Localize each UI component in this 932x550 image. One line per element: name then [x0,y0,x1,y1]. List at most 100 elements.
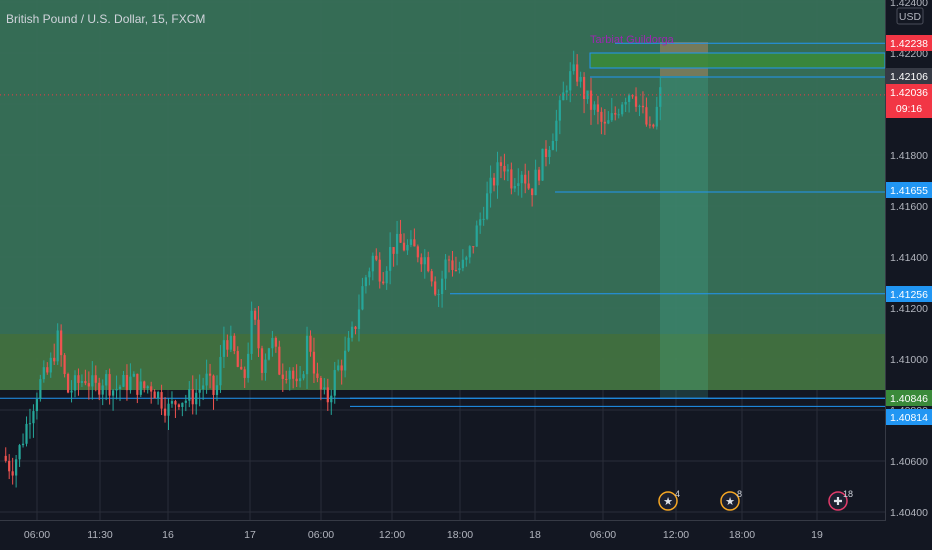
price-tick: 1.40400 [890,507,928,519]
currency-button[interactable] [896,7,924,25]
candle-body [350,326,354,338]
candle-body [648,124,651,126]
candle-body [236,351,239,367]
candle-body [395,233,399,254]
candle-body [347,337,350,351]
candle-body [111,390,115,396]
candle-body [486,193,489,219]
candle-body [253,310,257,320]
candle-body [302,374,305,379]
candle-body [105,374,108,386]
candle-body [440,278,444,295]
candle-body [475,225,478,247]
candle-body [641,105,645,108]
candle-body [49,357,52,373]
candle-body [101,385,104,395]
candle-body [551,140,555,150]
candle-body [402,242,406,251]
drawing-label[interactable]: Tarbiat Guildorga [590,34,675,46]
candle-body [84,381,87,384]
candle-body [87,383,90,387]
horizontal-levels[interactable] [0,42,885,407]
candle-body [53,357,56,362]
candle-body [600,111,603,122]
candle-body [222,340,226,357]
candle-body [229,335,232,350]
candle-body [634,96,638,107]
candle-body [212,375,215,395]
candle-body [510,169,513,189]
candle-body [555,120,558,141]
high-rectangle[interactable] [589,52,886,69]
candle-body [319,377,322,390]
candle-body [537,169,541,181]
candle-body [340,365,343,371]
candle-body [295,378,298,382]
time-axis[interactable] [0,521,886,550]
candle-body [579,76,582,82]
event-marker-1[interactable]: ★ 4 [658,489,680,511]
candle-body [541,148,544,181]
candle-body [565,90,568,93]
candle-body [202,385,205,390]
candle-body [177,404,180,407]
candle-body [420,257,423,265]
svg-text:1.41655: 1.41655 [890,185,928,197]
candle-body [278,346,281,375]
svg-text:1.42036: 1.42036 [890,87,928,99]
event-marker-2[interactable]: ★ 8 [720,489,742,511]
candle-body [357,309,361,329]
candle-body [18,445,21,460]
candle-body [150,386,153,392]
candle-body [361,286,364,310]
candle-body [167,403,170,416]
candle-body [129,376,132,391]
event-marker-3[interactable]: ✚ 18 [828,489,853,511]
candle-body [91,375,94,387]
candle-body [312,351,316,374]
candle-body [406,244,409,251]
time-tick: 12:00 [379,529,405,541]
price-tick: 1.41800 [890,150,928,162]
candle-body [430,271,433,282]
candle-body [21,443,25,446]
svg-text:1.40814: 1.40814 [890,412,928,424]
candle-body [513,186,516,189]
candle-body [191,389,194,405]
candle-body [659,87,662,107]
time-tick: 19 [811,529,823,541]
candle-body [132,373,135,377]
candle-body [517,183,520,187]
demand-zone [0,334,885,390]
candle-body [603,121,606,124]
candle-body [614,113,617,115]
candle-body [655,106,658,127]
time-tick: 12:00 [663,529,689,541]
candle-body [337,365,340,371]
candle-body [274,337,277,347]
candle-body [63,355,66,374]
candle-body [589,90,593,110]
candle-body [60,330,63,356]
long-position-profit-area[interactable] [660,76,708,398]
candle-body [416,246,419,258]
candle-body [285,378,288,380]
price-tick: 1.41600 [890,201,928,213]
time-tick: 06:00 [24,529,50,541]
candle-body [56,330,59,362]
candle-body [586,90,589,100]
time-tick: 16 [162,529,174,541]
time-tick: 06:00 [308,529,334,541]
candle-body [454,269,458,271]
candle-body [399,233,402,243]
event-count: 18 [843,489,853,499]
candle-body [652,124,655,127]
svg-text:1.41256: 1.41256 [890,289,928,301]
candle-body [371,255,374,272]
candle-body [219,356,222,386]
candle-body [562,92,565,101]
svg-text:1.40846: 1.40846 [890,393,928,405]
candle-body [596,104,600,112]
